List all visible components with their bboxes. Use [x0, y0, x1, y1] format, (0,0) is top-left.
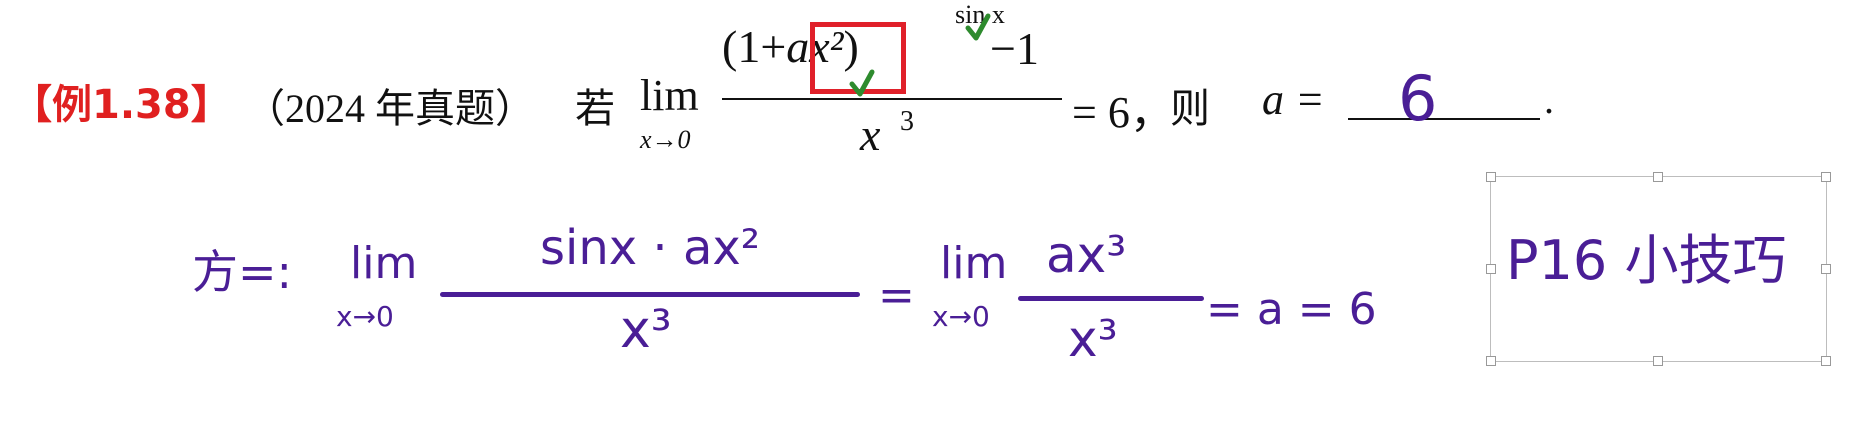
limit-subscript: x→0: [640, 125, 691, 154]
numerator: (1+ax²): [722, 20, 859, 73]
resize-handle[interactable]: [1653, 172, 1663, 182]
check-mark-icon: [849, 69, 875, 97]
exponent-sin: sin x: [955, 0, 1005, 29]
hw-result: = a = 6: [1206, 284, 1377, 335]
fraction-bar: [722, 98, 1062, 100]
note-text: P16 小技巧: [1506, 229, 1787, 292]
resize-handle[interactable]: [1821, 172, 1831, 182]
a-equals-text: a =: [1262, 75, 1325, 124]
numerator-right: ): [843, 21, 859, 72]
note-selection-box[interactable]: [1486, 172, 1831, 366]
resize-handle[interactable]: [1821, 264, 1831, 274]
numerator-left: (1+: [722, 21, 787, 72]
hw-denominator-1: x³: [620, 300, 672, 360]
minus-one: −1: [990, 23, 1039, 74]
resize-handle[interactable]: [1486, 264, 1496, 274]
hw-denominator-2: x³: [1068, 310, 1118, 368]
a-equals: a =: [1262, 74, 1325, 125]
hw-equals: =: [878, 270, 915, 321]
hw-limit-2-subscript: x→0: [932, 300, 990, 333]
resize-handle[interactable]: [1821, 356, 1831, 366]
if-word: 若: [575, 86, 615, 131]
hw-numerator-2: ax³: [1046, 226, 1127, 284]
hw-limit-1: lim: [350, 238, 418, 289]
check-mark-icon: [965, 13, 991, 41]
period: .: [1544, 77, 1554, 122]
handwritten-answer: 6: [1398, 62, 1438, 135]
hw-fraction-bar-2: [1018, 296, 1204, 301]
solution-label: 方=:: [192, 245, 293, 299]
hw-limit-2: lim: [940, 238, 1008, 289]
resize-handle[interactable]: [1486, 356, 1496, 366]
hw-numerator-1: sinx · ax²: [540, 220, 761, 276]
denominator-x: x: [860, 109, 881, 160]
denominator-exponent: 3: [900, 106, 914, 137]
example-tag: 【例1.38】: [12, 82, 231, 128]
resize-handle[interactable]: [1486, 172, 1496, 182]
hw-fraction-bar-1: [440, 292, 860, 297]
equals-six: = 6，: [1072, 88, 1174, 137]
hw-limit-1-subscript: x→0: [336, 300, 394, 333]
limit-operator: lim: [640, 71, 699, 120]
then-word: 则: [1170, 86, 1210, 131]
resize-handle[interactable]: [1653, 356, 1663, 366]
exam-source: （2024 年真题）: [245, 86, 535, 131]
answer-blank: [1348, 118, 1540, 120]
